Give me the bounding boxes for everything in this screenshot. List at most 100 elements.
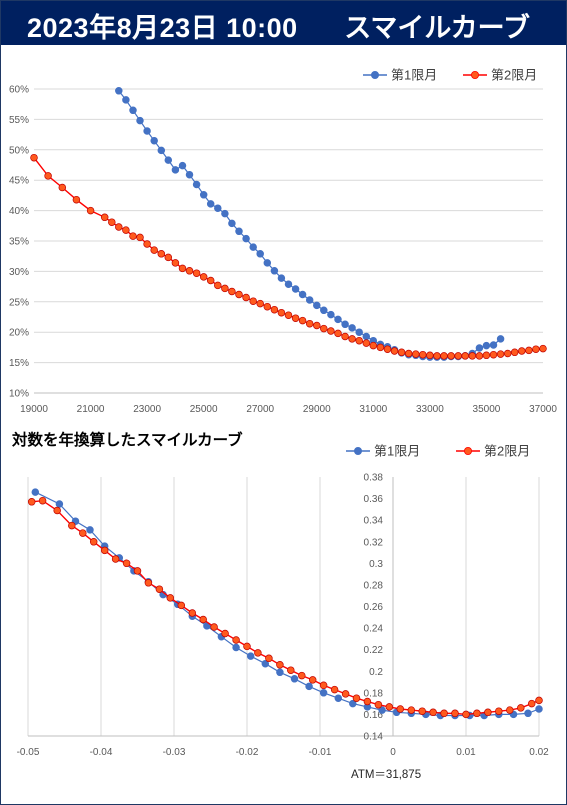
series1-point <box>524 709 532 718</box>
series2-point <box>390 347 399 355</box>
series1-point <box>143 127 151 135</box>
series2-point <box>284 311 293 319</box>
y-tick-label: 30% <box>9 267 29 278</box>
series2-point <box>461 352 469 360</box>
series2-point <box>313 321 321 330</box>
series1-point <box>362 332 371 341</box>
series2-point <box>320 324 328 333</box>
series1-point <box>164 156 173 164</box>
series1-point <box>185 170 194 179</box>
y-tick-label: 0.3 <box>369 559 383 570</box>
y-tick-label: 0.18 <box>364 688 384 699</box>
series2-point <box>518 347 526 355</box>
series1-point <box>115 87 123 95</box>
series1-point <box>129 106 137 115</box>
series1-point <box>319 689 328 697</box>
series2-point <box>527 699 536 708</box>
series2-point <box>362 339 371 347</box>
series2-point <box>100 546 109 555</box>
series2-point <box>89 538 98 546</box>
series2-point <box>376 343 385 352</box>
series2-point <box>157 250 166 258</box>
legend-marker-1 <box>353 446 362 455</box>
series1-point <box>313 301 321 310</box>
series2-point <box>374 700 383 709</box>
series2-point <box>495 707 503 715</box>
y-tick-label: 0.2 <box>369 667 383 678</box>
series2-point <box>192 269 201 277</box>
header-datetime: 2023年8月23日 10:00 <box>27 13 298 43</box>
legend-label-1: 第1限月 <box>374 444 420 459</box>
series2-point <box>308 676 317 684</box>
series2-point <box>199 273 208 281</box>
series1-point <box>341 320 349 329</box>
series2-point <box>277 308 286 317</box>
legend-label-2: 第2限月 <box>491 68 537 83</box>
series2-point <box>419 350 427 359</box>
series2-point <box>122 559 131 568</box>
series2-point <box>122 226 130 234</box>
series1-point <box>86 526 94 534</box>
series1-point <box>242 234 250 243</box>
series1-point <box>261 659 270 668</box>
atm-annotation: ATM＝31,875 <box>351 769 421 781</box>
y-tick-label: 0.28 <box>364 580 384 591</box>
series2-point <box>136 233 144 242</box>
series1-point <box>199 191 208 199</box>
y-tick-label: 0.32 <box>364 537 384 548</box>
series-line-1 <box>35 491 540 717</box>
series2-point <box>539 344 547 353</box>
series2-point <box>397 348 406 357</box>
x-tick-label: 23000 <box>133 404 161 415</box>
series1-point <box>232 643 240 652</box>
series2-point <box>164 253 173 262</box>
series1-point <box>334 694 343 702</box>
y-tick-label: 50% <box>9 145 29 156</box>
series2-point <box>30 153 38 162</box>
legend-marker-2 <box>470 70 479 79</box>
series-line-1 <box>118 90 501 358</box>
series1-point <box>171 166 180 174</box>
series1-point <box>150 136 158 145</box>
series1-point <box>263 259 272 267</box>
x-tick-label: -0.01 <box>309 747 332 758</box>
series2-point <box>254 649 262 657</box>
y-tick-label: 35% <box>9 237 29 248</box>
series2-point <box>298 316 307 325</box>
legend-marker-2 <box>463 446 472 455</box>
series1-point <box>235 227 243 236</box>
series1-point <box>55 500 64 508</box>
series2-point <box>210 623 218 631</box>
x-tick-label: 35000 <box>473 404 501 415</box>
y-tick-label: 0.14 <box>364 732 384 743</box>
x-tick-label: 19000 <box>20 404 48 415</box>
x-tick-label: -0.02 <box>236 747 259 758</box>
series2-point <box>454 352 462 360</box>
series1-point <box>475 344 484 352</box>
series2-point <box>115 223 123 231</box>
series2-point <box>79 529 87 537</box>
series2-point <box>221 284 229 293</box>
y-tick-label: 0.16 <box>364 710 384 721</box>
series2-point <box>319 681 328 690</box>
series1-point <box>291 285 300 293</box>
series2-point <box>369 341 378 350</box>
series1-point <box>327 310 335 319</box>
series1-point <box>334 315 342 324</box>
series2-point <box>418 707 426 715</box>
series2-point <box>270 305 279 314</box>
series1-point <box>277 274 286 282</box>
series2-point <box>263 302 272 311</box>
series1-point <box>298 290 307 299</box>
series2-point <box>517 704 525 712</box>
series1-point <box>378 706 386 714</box>
x-tick-label: 25000 <box>190 404 218 415</box>
series2-point <box>525 346 533 355</box>
series2-point <box>440 709 448 718</box>
y-tick-label: 10% <box>9 389 29 400</box>
series1-point <box>348 324 356 332</box>
y-tick-label: 0.38 <box>364 473 384 484</box>
series2-point <box>68 521 76 530</box>
x-tick-label: 29000 <box>303 404 331 415</box>
series2-point <box>330 685 339 694</box>
